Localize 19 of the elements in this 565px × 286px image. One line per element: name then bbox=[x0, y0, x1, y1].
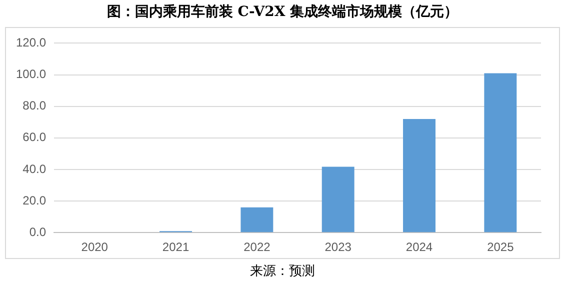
bar bbox=[484, 73, 517, 232]
y-tick-label: 40.0 bbox=[22, 162, 46, 176]
y-tick-label: 80.0 bbox=[22, 98, 46, 113]
y-tick-label: 120.0 bbox=[16, 36, 46, 50]
x-tick-label: 2025 bbox=[487, 240, 514, 254]
x-tick-label: 2024 bbox=[406, 240, 433, 254]
bar bbox=[322, 166, 354, 232]
x-tick-label: 2021 bbox=[162, 240, 190, 254]
x-tick-label: 2023 bbox=[324, 240, 352, 254]
x-tick-label: 2022 bbox=[244, 240, 271, 254]
y-tick-label: 60.0 bbox=[22, 130, 46, 144]
y-tick-label: 0.0 bbox=[29, 224, 46, 239]
bar bbox=[403, 118, 436, 232]
chart-title: 图：国内乘用车前装 C-V2X 集成终端市场规模（亿元） bbox=[106, 3, 460, 21]
x-tick-label: 2020 bbox=[81, 240, 108, 254]
y-tick-label: 20.0 bbox=[22, 193, 46, 208]
y-tick-label: 100.0 bbox=[16, 67, 46, 82]
source-note: 来源：预测 bbox=[249, 263, 316, 280]
bar bbox=[240, 207, 274, 232]
